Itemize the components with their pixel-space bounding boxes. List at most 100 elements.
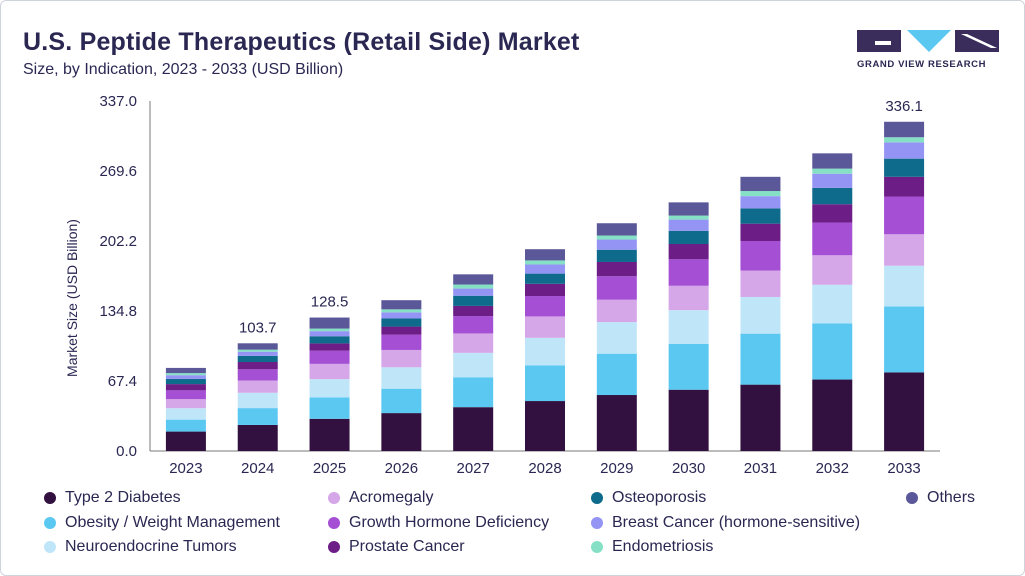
bar-segment-2025-acromegaly [309,363,350,380]
bar-segment-2028-others [525,249,565,261]
chart-title: U.S. Peptide Therapeutics (Retail Side) … [23,28,580,56]
grand-view-research-logo [857,30,999,52]
bar-segment-2026-neuroendocrine-tumors [381,367,422,389]
chart-subtitle: Size, by Indication, 2023 - 2033 (USD Bi… [23,61,344,78]
bar-segment-2030-acromegaly [668,285,709,311]
bar-segment-2026-breast-cancer-hormone-sensitive- [381,312,422,319]
bar-segment-2023-osteoporosis [165,378,206,385]
logo-slash [961,34,997,48]
bar-segment-2027-neuroendocrine-tumors [453,352,494,378]
bar-segment-2032-prostate-cancer [812,204,853,223]
bar-segment-2025-endometriosis [309,328,350,332]
bar-segment-2026-others [381,300,422,310]
bar-segment-2032-acromegaly [812,255,853,285]
bar-segment-2027-growth-hormone-deficiency [453,316,494,334]
bar-segment-2027-prostate-cancer [453,305,494,317]
bar-segment-2029-osteoporosis [596,249,637,262]
bar-segment-2032-osteoporosis [812,187,853,205]
bar-segment-2023-obesity-weight-management [165,419,206,432]
bar-segment-2024-neuroendocrine-tumors [237,392,278,409]
x-tick-label-2028: 2028 [528,460,561,477]
bar-segment-2024-endometriosis [237,349,278,352]
bar-segment-2031-breast-cancer-hormone-sensitive- [740,196,781,209]
bar-segment-2026-prostate-cancer [381,326,422,335]
bar-segment-2023-acromegaly [165,399,206,409]
bar-segment-2033-neuroendocrine-tumors [884,265,925,307]
bar-segment-2029-obesity-weight-management [596,353,637,396]
bar-segment-2026-growth-hormone-deficiency [381,334,422,350]
bar-segment-2027-acromegaly [453,333,494,353]
bar-segment-2026-osteoporosis [381,318,422,327]
bar-segment-2023-others [165,367,206,374]
bar-segment-2025-growth-hormone-deficiency [309,350,350,364]
bar-segment-2027-type-2-diabetes [453,407,494,451]
bar-segment-2031-type-2-diabetes [740,384,781,451]
bar-segment-2029-type-2-diabetes [596,395,637,451]
x-tick-label-2032: 2032 [816,460,849,477]
bar-segment-2032-breast-cancer-hormone-sensitive- [812,173,853,188]
y-tick-label-5: 337.0 [99,93,137,110]
bar-segment-2028-prostate-cancer [525,283,565,297]
bar-segment-2031-acromegaly [740,270,781,297]
bar-segment-2024-prostate-cancer [237,361,278,370]
bar-segment-2025-obesity-weight-management [309,397,350,419]
bar-segment-2033-others [884,121,925,138]
x-tick-label-2023: 2023 [169,460,202,477]
bar-segment-2028-neuroendocrine-tumors [525,337,565,366]
bar-segment-2023-type-2-diabetes [165,431,206,451]
bar-segment-2025-osteoporosis [309,336,350,344]
x-tick-label-2027: 2027 [456,460,489,477]
bar-segment-2028-acromegaly [525,316,565,338]
bar-segment-2030-prostate-cancer [668,244,709,260]
bar-segment-2030-osteoporosis [668,230,709,245]
bar-segment-2027-others [453,274,494,285]
y-axis-title: Market Size (USD Billion) [64,219,80,377]
bar-segment-2031-obesity-weight-management [740,333,781,385]
bar-segment-2030-others [668,202,709,216]
bar-segment-2033-osteoporosis [884,158,925,177]
bar-segment-2031-osteoporosis [740,208,781,224]
x-tick-label-2025: 2025 [313,460,346,477]
bar-segment-2027-obesity-weight-management [453,377,494,408]
bar-segment-2026-type-2-diabetes [381,413,422,451]
total-label-2024: 103.7 [239,319,277,336]
logo-wordmark: GRAND VIEW RESEARCH [857,59,987,70]
bar-segment-2030-growth-hormone-deficiency [668,259,709,286]
bar-segment-2023-growth-hormone-deficiency [165,390,206,400]
bar-segment-2029-growth-hormone-deficiency [596,276,637,300]
bar-segment-2030-type-2-diabetes [668,389,709,451]
bar-segment-2026-obesity-weight-management [381,388,422,414]
bar-segment-2026-acromegaly [381,349,422,368]
x-tick-label-2033: 2033 [887,460,920,477]
bar-segment-2031-endometriosis [740,191,781,197]
bar-segment-2025-breast-cancer-hormone-sensitive- [309,331,350,337]
bar-segment-2029-neuroendocrine-tumors [596,322,637,354]
y-tick-label-4: 269.6 [99,163,137,180]
bar-segment-2029-others [596,223,637,236]
bar-segment-2023-endometriosis [165,373,206,376]
bar-segment-2031-prostate-cancer [740,223,781,241]
bar-segment-2028-endometriosis [525,260,565,265]
bar-segment-2031-growth-hormone-deficiency [740,241,781,271]
bar-segment-2026-endometriosis [381,309,422,313]
bar-segment-2028-osteoporosis [525,273,565,284]
bar-segment-2030-neuroendocrine-tumors [668,310,709,344]
total-label-2025: 128.5 [311,294,349,311]
x-tick-label-2030: 2030 [672,460,705,477]
bar-segment-2023-breast-cancer-hormone-sensitive- [165,375,206,379]
bar-segment-2023-prostate-cancer [165,384,206,391]
x-tick-label-2031: 2031 [744,460,777,477]
bar-segment-2024-others [237,343,278,350]
bar-segment-2028-type-2-diabetes [525,401,565,451]
bar-segment-2029-acromegaly [596,299,637,323]
bar-segment-2029-endometriosis [596,235,637,240]
bar-segment-2033-type-2-diabetes [884,372,925,451]
bar-segment-2027-osteoporosis [453,295,494,306]
bar-segment-2030-breast-cancer-hormone-sensitive- [668,219,709,231]
bar-segment-2032-obesity-weight-management [812,323,853,380]
bar-segment-2024-osteoporosis [237,355,278,362]
bar-segment-2027-endometriosis [453,284,494,289]
bar-segment-2024-type-2-diabetes [237,424,278,451]
bar-segment-2025-others [309,317,350,329]
